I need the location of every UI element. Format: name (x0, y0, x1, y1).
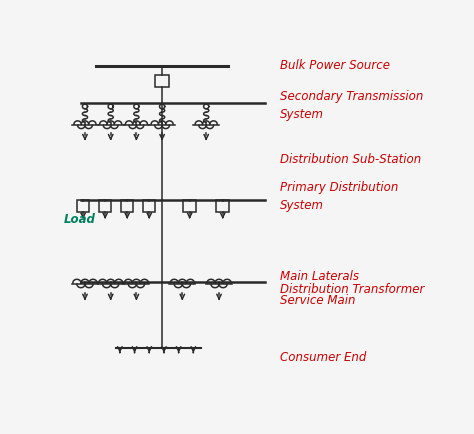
Bar (183, 201, 196, 212)
Text: Primary Distribution
System: Primary Distribution System (280, 180, 398, 211)
Bar (77, 201, 90, 212)
Text: Main Laterals: Main Laterals (280, 270, 359, 283)
Text: Bulk Power Source: Bulk Power Source (280, 59, 390, 72)
Text: Consumer End: Consumer End (280, 350, 366, 363)
Bar (155, 76, 169, 88)
Text: Load: Load (64, 213, 96, 226)
Text: Service Main: Service Main (280, 293, 355, 306)
Text: Secondary Transmission
System: Secondary Transmission System (280, 90, 423, 121)
Bar (99, 201, 111, 212)
Text: Distribution Transformer: Distribution Transformer (280, 282, 424, 295)
Bar (143, 201, 155, 212)
Bar (217, 201, 229, 212)
Bar (121, 201, 134, 212)
Text: Distribution Sub-Station: Distribution Sub-Station (280, 152, 421, 165)
